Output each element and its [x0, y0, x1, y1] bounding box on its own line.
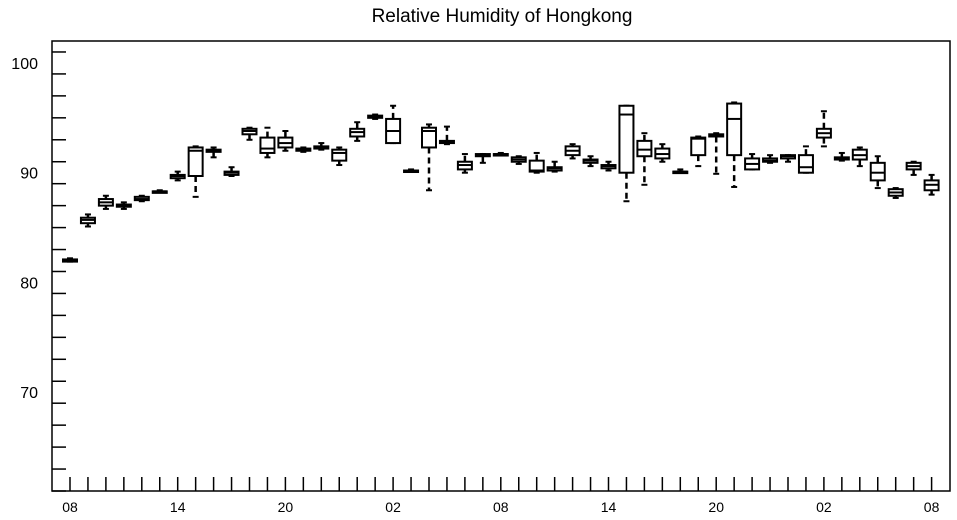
x-tick-label: 02	[385, 499, 401, 515]
box-item	[654, 143, 671, 163]
y-tick-label: 80	[20, 275, 38, 292]
y-tick-label: 90	[20, 166, 38, 183]
box-item	[403, 168, 420, 174]
box-item	[492, 151, 509, 157]
box-body	[331, 148, 348, 162]
box-body	[797, 154, 814, 174]
box-item	[349, 121, 366, 142]
box-item	[421, 123, 437, 192]
x-tick-label: 02	[816, 499, 832, 515]
box-item	[672, 168, 689, 175]
box-item	[456, 153, 473, 174]
box-item	[97, 194, 114, 210]
box-item	[187, 145, 204, 198]
box-body	[618, 104, 635, 174]
x-tick-label: 20	[708, 499, 724, 515]
box-item	[780, 154, 796, 163]
box-item	[690, 135, 707, 168]
box-item	[474, 153, 491, 164]
box-item	[869, 155, 886, 190]
box-body	[726, 102, 743, 157]
box-item	[762, 154, 779, 164]
box-body	[690, 136, 707, 157]
box-item	[708, 132, 725, 175]
x-tick-label: 08	[924, 499, 940, 515]
box-item	[331, 146, 348, 167]
box-item	[438, 125, 455, 146]
box-item	[582, 155, 599, 168]
box-item	[115, 201, 132, 210]
box-item	[79, 213, 96, 228]
box-item	[726, 101, 743, 188]
y-axis: 70 80 90 100	[11, 51, 66, 492]
x-tick-label: 14	[170, 499, 186, 515]
box-body	[259, 136, 276, 154]
box-item	[833, 151, 850, 162]
box-item	[277, 130, 294, 152]
x-tick-label: 08	[493, 499, 509, 515]
box-item	[241, 126, 258, 141]
chart-title: Relative Humidity of Hongkong	[372, 6, 633, 27]
box-body	[636, 139, 653, 158]
box-item	[528, 151, 545, 174]
box-body	[187, 146, 204, 177]
x-axis: 08 14 20 02 08 14 20 02 08	[62, 477, 940, 515]
box-item	[510, 155, 527, 165]
x-tick-label: 08	[62, 499, 78, 515]
box-item	[600, 160, 617, 172]
box-item	[223, 166, 240, 177]
box-item	[905, 160, 922, 176]
box-item	[259, 126, 276, 159]
box-item	[169, 170, 186, 182]
box-item	[887, 187, 904, 199]
box-item	[564, 143, 581, 160]
box-item	[923, 173, 940, 196]
box-body	[869, 161, 886, 182]
y-tick-label: 100	[11, 56, 38, 73]
box-series	[62, 101, 940, 263]
box-item	[62, 257, 78, 263]
box-item	[367, 113, 384, 120]
box-item	[205, 146, 222, 159]
box-item	[546, 160, 563, 173]
box-item	[636, 132, 653, 186]
box-item	[618, 104, 635, 203]
box-body	[528, 159, 545, 173]
box-item	[295, 146, 312, 153]
y-tick-label: 70	[20, 385, 38, 402]
x-tick-label: 20	[278, 499, 294, 515]
box-item	[797, 145, 814, 174]
box-item	[385, 104, 402, 145]
x-tick-label: 14	[601, 499, 617, 515]
box-item	[313, 142, 330, 151]
box-item	[744, 153, 761, 171]
box-body	[421, 126, 437, 149]
box-item	[133, 194, 150, 203]
box-item	[851, 146, 868, 168]
box-item	[151, 189, 168, 194]
box-item	[815, 110, 832, 148]
plot-area-frame	[51, 40, 951, 492]
